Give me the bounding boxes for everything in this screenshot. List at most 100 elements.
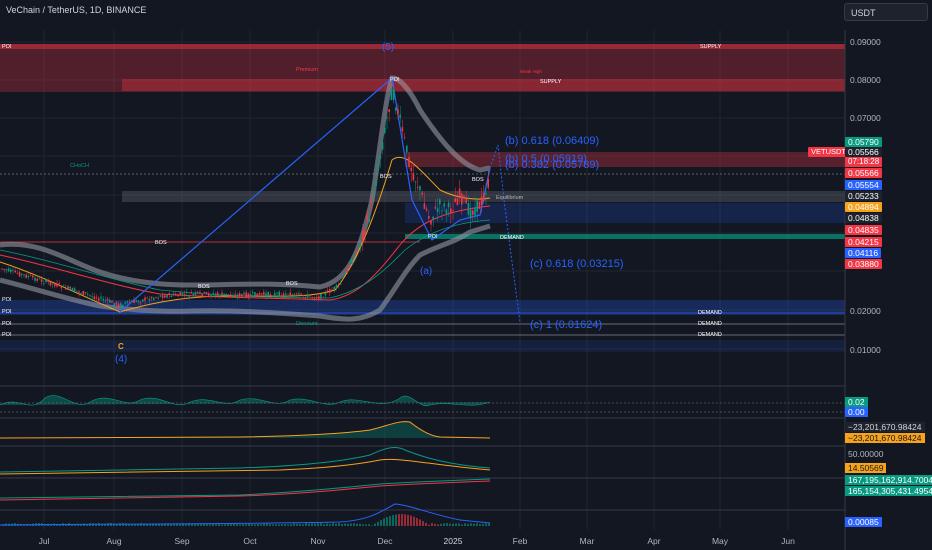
candle-body [238,293,241,297]
macd-bar [176,523,178,526]
fib-label: (b) 0.618 (0.06409) [505,135,600,147]
macd-bar [194,523,196,526]
candle-body [43,282,45,284]
candle-body [355,251,357,254]
price-tag: 0.05554 [845,180,882,190]
candle-body [234,293,236,295]
macd-bar [248,523,250,526]
candle-body [329,289,331,293]
macd-bar [407,514,409,526]
poi-label: POI [2,332,12,338]
supply-zone-lower [122,79,845,91]
fib-label: (b) 0.5 (0.05919) [505,153,587,165]
macd-bar [467,523,469,526]
candle-body [265,293,267,297]
candle-body [104,299,107,301]
candle-body [337,283,340,285]
candle-body [230,294,232,296]
candle-body [109,299,111,303]
macd-bar [428,524,430,526]
macd-bar [275,524,277,526]
macd-bar [392,515,394,526]
candle-body [115,302,118,305]
candle-body [463,195,465,198]
candle-body [65,287,67,290]
macd-bar [137,524,139,526]
macd-bar [170,524,172,526]
macd-bar [230,523,232,526]
macd-bar [164,523,166,526]
candle-body [300,293,302,295]
candle-body [157,297,159,299]
candle-body [153,297,155,300]
candle-body [296,293,298,295]
macd-bar [308,523,310,526]
macd-bar [59,524,61,526]
macd-bar [224,524,226,526]
lower-band [0,223,491,322]
macd-bar [398,514,400,526]
candle-body [291,294,294,296]
candle-body [190,292,192,294]
macd-bar [71,524,73,526]
poi-label: POI [2,309,12,315]
candle-body [155,297,157,298]
macd-bar [116,524,118,526]
macd-bar [347,523,349,526]
macd-bar [452,523,454,526]
candle-body [95,297,98,299]
candle-body [76,290,78,292]
y-axis-label: 0.02000 [850,306,881,316]
candle-body [10,269,12,273]
candle-body [225,293,228,296]
candle-body [430,220,432,225]
macd-bar [263,523,265,526]
price-tag: 0.04116 [845,248,882,258]
macd-bar [131,524,133,526]
price-tag: 0.04215 [845,237,882,247]
candle-body [166,294,168,298]
supply-zone-line [0,44,845,49]
macd-bar [353,523,355,526]
macd-bar [74,524,76,526]
candle-body [311,297,313,298]
macd-bar [422,521,424,526]
currency-selector[interactable]: USDT [844,3,928,21]
candle-body [144,297,146,301]
candle-body [21,273,23,275]
blue-zone [405,203,845,223]
macd-bar [470,523,472,526]
macd-bar [278,524,280,526]
candle-body [351,259,353,264]
candle-body [390,88,393,101]
candle-body [256,293,258,298]
candle-body [425,208,428,211]
demand-zone-upper [405,234,845,239]
candle-body [410,167,412,172]
volume-pane [0,417,845,439]
candle-body [476,200,478,212]
choch-label: CHoCH [70,163,89,169]
x-axis-label: Apr [647,536,661,546]
x-axis-label: Aug [106,536,122,546]
macd-bar [329,524,331,526]
macd-bar [443,523,445,526]
x-axis-label: Oct [243,536,257,546]
indicator-tag: 50.00000 [848,449,884,459]
macd-bar [449,523,451,526]
candle-body [412,173,415,181]
macd-bar [374,523,376,526]
candle-body [219,295,221,297]
macd-bar [293,523,295,526]
candle-body [12,269,14,271]
candle-body [309,294,311,297]
poi-label-mid: POI [428,234,438,240]
macd-bar [446,523,448,526]
candle-body [56,283,58,287]
macd-bar [242,524,244,526]
candle-body [359,242,362,245]
candle-body [36,278,38,281]
candle-body [313,297,316,299]
candlesticks [1,84,489,309]
